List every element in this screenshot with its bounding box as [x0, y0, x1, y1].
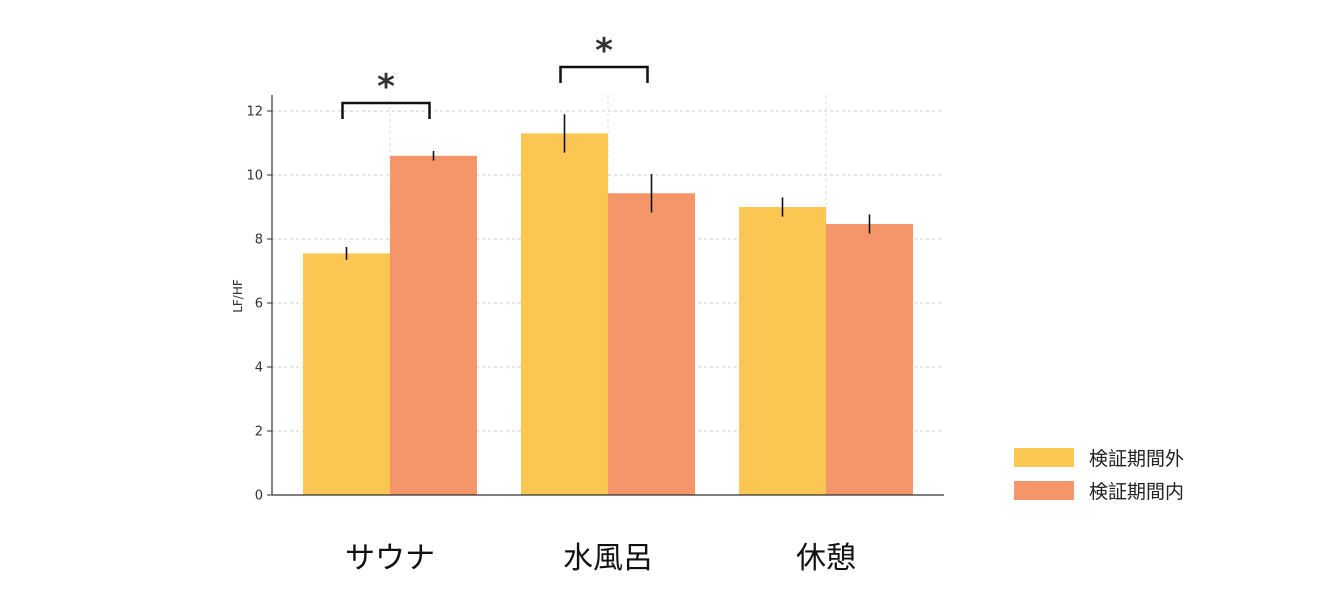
bar — [303, 253, 390, 495]
significance-markers: ** — [341, 31, 649, 119]
significance-bracket — [559, 65, 649, 83]
bar — [826, 223, 913, 495]
legend-label: 検証期間内 — [1089, 481, 1184, 503]
y-axis-label: LF/HF — [231, 279, 245, 313]
x-tick-label: 水風呂 — [563, 541, 653, 576]
significance-star: * — [595, 31, 613, 71]
bar — [608, 193, 695, 496]
x-tick-label: 休憩 — [796, 541, 856, 576]
bar — [739, 207, 826, 495]
x-tick-label: サウナ — [345, 541, 435, 576]
y-tick-label: 8 — [255, 233, 263, 248]
significance-bracket — [341, 101, 431, 119]
error-bars — [345, 114, 871, 260]
bar — [390, 155, 477, 496]
y-tick-label: 10 — [246, 169, 263, 184]
axes: 0 2 4 6 8 10 12 — [246, 95, 944, 504]
legend-label: 検証期間外 — [1089, 448, 1184, 470]
bars — [303, 133, 913, 496]
y-tick-label: 6 — [255, 297, 263, 312]
y-tick-label: 0 — [255, 489, 263, 504]
y-tick-label: 4 — [255, 361, 263, 376]
y-tick-label: 12 — [246, 105, 263, 120]
y-tick-label: 2 — [255, 425, 263, 440]
x-tick-labels: サウナ 水風呂 休憩 — [345, 541, 856, 576]
significance-star: * — [377, 67, 395, 107]
bar — [521, 133, 608, 495]
legend-swatch — [1014, 481, 1074, 500]
legend-swatch — [1014, 448, 1074, 467]
